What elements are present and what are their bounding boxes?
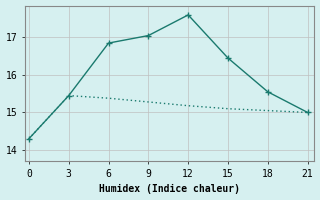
X-axis label: Humidex (Indice chaleur): Humidex (Indice chaleur): [99, 184, 240, 194]
